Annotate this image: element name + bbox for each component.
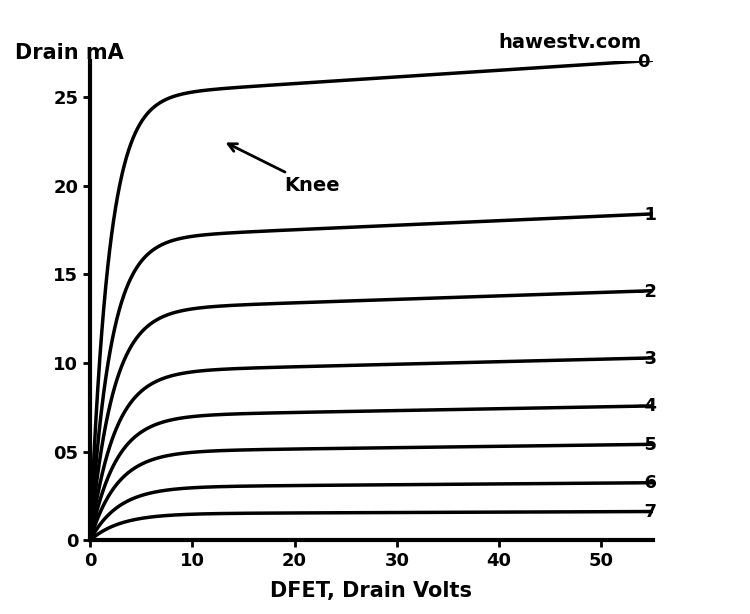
Text: -2: -2 (638, 282, 657, 301)
Text: -6: -6 (638, 474, 657, 492)
Text: 0: 0 (638, 53, 650, 71)
Text: Drain mA: Drain mA (15, 43, 124, 63)
Text: -3: -3 (638, 349, 657, 368)
Text: -4: -4 (638, 397, 657, 416)
Text: hawestv.com: hawestv.com (498, 33, 641, 52)
Text: Knee: Knee (228, 144, 340, 195)
X-axis label: DFET, Drain Volts: DFET, Drain Volts (270, 581, 472, 601)
Text: -1: -1 (638, 206, 657, 224)
Text: -5: -5 (638, 436, 657, 454)
Text: -7: -7 (638, 503, 657, 521)
